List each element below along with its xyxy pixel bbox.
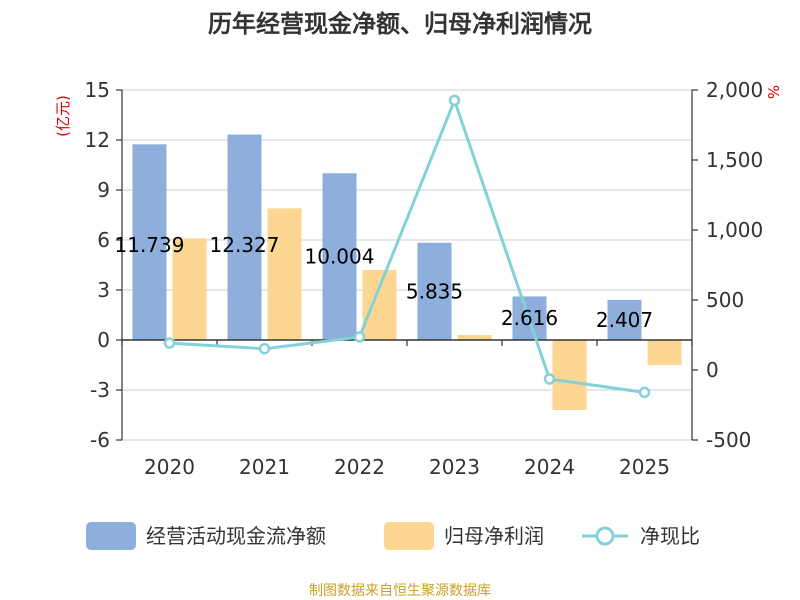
x-axis-tick-label: 2025 xyxy=(619,455,670,479)
left-axis-tick-label: 12 xyxy=(85,128,110,152)
right-axis: 2,000 1,500 1,000 500 0 -500 xyxy=(691,78,763,452)
bar-net-profit xyxy=(172,238,207,340)
left-axis-tick-label: -6 xyxy=(90,428,110,452)
bar-cashflow xyxy=(132,144,167,340)
left-axis-tick-label: 0 xyxy=(97,328,110,352)
data-labels: 11.739 12.327 10.004 5.835 2.616 2.407 xyxy=(115,233,654,332)
source-note: 制图数据来自恒生聚源数据库 xyxy=(309,583,491,599)
data-label-cashflow: 10.004 xyxy=(305,245,375,269)
x-axis-tick-label: 2020 xyxy=(144,455,195,479)
x-axis-tick-label: 2023 xyxy=(429,455,480,479)
ratio-point xyxy=(163,337,176,349)
left-axis-tick-label: 3 xyxy=(97,278,110,302)
left-axis: 15 12 9 6 3 0 -3 -6 xyxy=(85,78,123,452)
bar-cashflow xyxy=(227,134,262,340)
right-axis-tick-label: 1,500 xyxy=(706,148,763,172)
left-axis-tick-label: -3 xyxy=(90,378,110,402)
x-axis: 2020 2021 2022 2023 2024 2025 xyxy=(121,339,693,479)
right-axis-tick-label: 500 xyxy=(706,288,744,312)
bar-net-profit xyxy=(362,270,397,340)
bar-net-profit xyxy=(647,340,682,365)
x-axis-tick-label: 2021 xyxy=(239,455,290,479)
legend-swatch-net-profit xyxy=(384,522,434,550)
data-label-cashflow: 5.835 xyxy=(406,279,463,303)
x-axis-tick-label: 2024 xyxy=(524,455,575,479)
right-axis-tick-label: 0 xyxy=(706,358,719,382)
ratio-line xyxy=(163,94,651,399)
x-axis-tick-label: 2022 xyxy=(334,455,385,479)
ratio-point xyxy=(353,331,366,343)
bar-cashflow xyxy=(607,299,642,340)
right-axis-tick-label: -500 xyxy=(706,428,751,452)
ratio-point xyxy=(638,386,651,399)
left-axis-tick-label: 15 xyxy=(85,78,110,102)
data-label-cashflow: 11.739 xyxy=(115,233,185,257)
legend-label-cashflow: 经营活动现金流净额 xyxy=(146,524,326,548)
legend-swatch-cashflow xyxy=(86,522,136,550)
ratio-point xyxy=(448,94,461,107)
ratio-point xyxy=(258,342,271,355)
legend: 经营活动现金流净额 归母净利润 净现比 xyxy=(86,522,700,550)
data-label-cashflow: 2.616 xyxy=(501,306,558,330)
ratio-point xyxy=(543,373,556,385)
right-axis-tick-label: 2,000 xyxy=(706,78,763,102)
grid-lines xyxy=(122,89,692,441)
bars xyxy=(132,134,682,410)
legend-label-net-profit: 归母净利润 xyxy=(444,524,544,548)
left-axis-tick-label: 9 xyxy=(97,178,110,202)
legend-label-ratio: 净现比 xyxy=(640,524,700,548)
ratio-line-path xyxy=(169,98,645,394)
left-axis-unit: (亿元) xyxy=(54,95,72,137)
bar-net-profit xyxy=(457,335,492,340)
right-axis-tick-label: 1,000 xyxy=(706,218,763,242)
bar-cashflow xyxy=(417,242,452,340)
bar-net-profit xyxy=(267,208,302,340)
legend-swatch-ratio-marker xyxy=(595,526,615,546)
right-axis-unit: % xyxy=(764,85,782,99)
bar-cashflow xyxy=(322,173,357,340)
bar-net-profit xyxy=(552,340,587,410)
data-label-cashflow: 12.327 xyxy=(210,233,280,257)
data-label-cashflow: 2.407 xyxy=(596,308,653,332)
left-axis-tick-label: 6 xyxy=(97,228,110,252)
chart-title: 历年经营现金净额、归母净利润情况 xyxy=(208,10,592,38)
